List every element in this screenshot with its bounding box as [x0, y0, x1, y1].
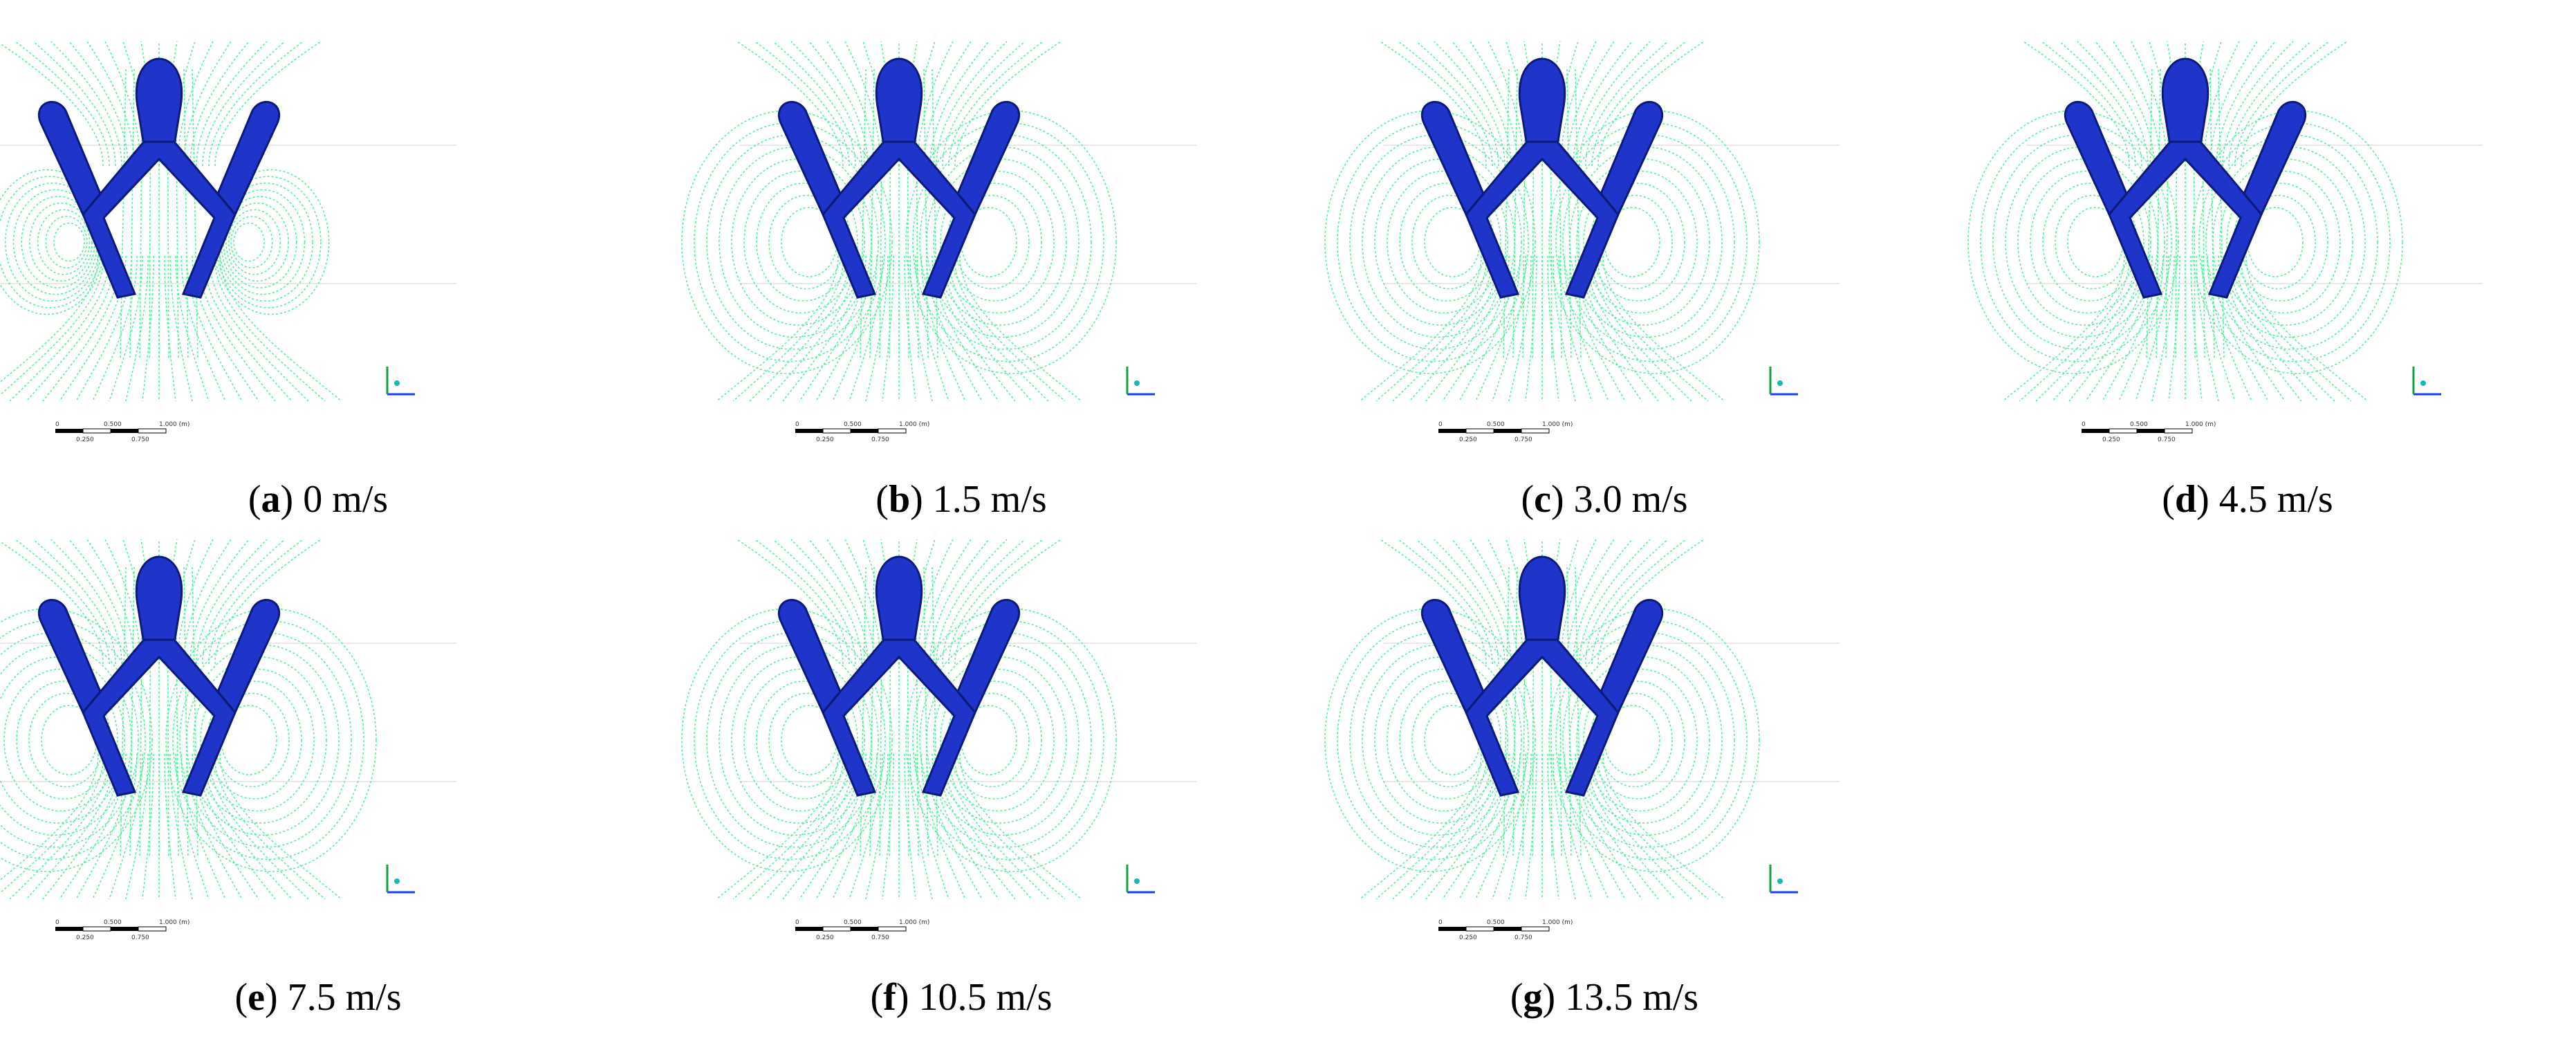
body-geometry	[1420, 57, 1664, 299]
scale-bar-label: 0.500	[1487, 421, 1505, 428]
scale-bar-label: 0.250	[1459, 436, 1477, 443]
scale-bar-label: 0.500	[104, 919, 122, 926]
panel-caption: (e) 7.5 m/s	[234, 976, 402, 1019]
scale-bar-label: 0.500	[104, 421, 122, 428]
wind-speed-label: 0 m/s	[303, 478, 389, 521]
axis-triad-icon	[1126, 367, 1155, 396]
scale-bar-icon: 0 0.500 1.000 (m) 0.250 0.750	[795, 421, 929, 443]
panel-letter: f	[883, 976, 896, 1019]
body-geometry	[37, 57, 281, 299]
axis-triad-icon	[386, 865, 415, 894]
axis-triad-icon	[2412, 367, 2441, 396]
body-geometry	[37, 555, 281, 797]
scale-bar-label: 1.000 (m)	[159, 919, 189, 926]
flow-simulation-image: 0 0.500 1.000 (m) 0.250 0.750	[1324, 41, 1840, 443]
wind-speed-label: 3.0 m/s	[1573, 478, 1688, 521]
scale-bar-label: 0.250	[76, 436, 94, 443]
panel-caption: (b) 1.5 m/s	[875, 478, 1047, 521]
scale-bar-icon: 0 0.500 1.000 (m) 0.250 0.750	[1438, 421, 1573, 443]
panel-letter: d	[2174, 478, 2197, 521]
body-geometry	[777, 555, 1021, 797]
axis-triad-icon	[1126, 865, 1155, 894]
flow-simulation-image: 0 0.500 1.000 (m) 0.250 0.750	[1324, 539, 1840, 941]
scale-bar-label: 0	[55, 919, 59, 926]
scale-bar-icon: 0 0.500 1.000 (m) 0.250 0.750	[1438, 919, 1573, 941]
wind-speed-label: 10.5 m/s	[918, 976, 1053, 1019]
panel-b: 0 0.500 1.000 (m) 0.250 0.750 (b) 1.5 m/s	[643, 28, 1279, 553]
scale-bar-label: 0.250	[2102, 436, 2120, 443]
scale-bar-label: 0.250	[76, 934, 94, 941]
panel-letter: c	[1534, 478, 1551, 521]
wind-speed-label: 4.5 m/s	[2218, 478, 2333, 521]
flow-simulation-image: 0 0.500 1.000 (m) 0.250 0.750	[1967, 41, 2483, 443]
panel-a: 0 0.500 1.000 (m) 0.250 0.750 (a) 0 m/s	[0, 28, 636, 553]
scale-bar-label: 0.500	[844, 919, 862, 926]
scale-bar-label: 0.500	[2130, 421, 2148, 428]
wind-speed-label: 1.5 m/s	[932, 478, 1047, 521]
scale-bar-label: 1.000 (m)	[1542, 421, 1573, 428]
panel-d: 0 0.500 1.000 (m) 0.250 0.750 (d) 4.5 m/s	[1929, 28, 2566, 553]
scale-bar-label: 0	[795, 421, 799, 428]
scale-bar-label: 0	[1438, 421, 1443, 428]
scale-bar-label: 0.750	[1514, 934, 1532, 941]
panel-g: 0 0.500 1.000 (m) 0.250 0.750 (g) 13.5 m/s	[1286, 526, 1922, 1051]
body-geometry	[777, 57, 1021, 299]
panel-caption: (c) 3.0 m/s	[1521, 478, 1688, 521]
body-geometry	[2064, 57, 2307, 299]
scale-bar-label: 0.750	[131, 436, 149, 443]
panel-letter: g	[1523, 976, 1543, 1019]
panel-e: 0 0.500 1.000 (m) 0.250 0.750 (e) 7.5 m/s	[0, 526, 636, 1051]
streamlines	[0, 539, 377, 900]
scale-bar-label: 0.250	[1459, 934, 1477, 941]
axis-triad-icon	[1769, 865, 1798, 894]
flow-simulation-image: 0 0.500 1.000 (m) 0.250 0.750	[681, 41, 1196, 443]
scale-bar-label: 0.750	[2158, 436, 2176, 443]
scale-bar-label: 0.750	[131, 934, 149, 941]
scale-bar-label: 0	[795, 919, 799, 926]
axis-triad-icon	[386, 367, 415, 396]
scale-bar-label: 0	[55, 421, 59, 428]
scale-bar-label: 0.500	[1487, 919, 1505, 926]
scale-bar-label: 0.500	[844, 421, 862, 428]
scale-bar-label: 0.250	[816, 436, 834, 443]
panel-c: 0 0.500 1.000 (m) 0.250 0.750 (c) 3.0 m/s	[1286, 28, 1922, 553]
scale-bar-label: 0.250	[816, 934, 834, 941]
flow-simulation-image: 0 0.500 1.000 (m) 0.250 0.750	[0, 539, 456, 941]
flow-simulation-image: 0 0.500 1.000 (m) 0.250 0.750	[0, 41, 456, 443]
scale-bar-label: 0	[1438, 919, 1443, 926]
panel-caption: (f) 10.5 m/s	[870, 976, 1053, 1019]
wind-speed-label: 13.5 m/s	[1565, 976, 1699, 1019]
scale-bar-label: 1.000 (m)	[159, 421, 189, 428]
scale-bar-label: 0	[2082, 421, 2086, 428]
scale-bar-label: 0.750	[1514, 436, 1532, 443]
body-geometry	[1420, 555, 1664, 797]
panel-caption: (g) 13.5 m/s	[1510, 976, 1699, 1019]
panel-letter: a	[261, 478, 281, 521]
scale-bar-icon: 0 0.500 1.000 (m) 0.250 0.750	[795, 919, 929, 941]
scale-bar-icon: 0 0.500 1.000 (m) 0.250 0.750	[2082, 421, 2216, 443]
flow-simulation-image: 0 0.500 1.000 (m) 0.250 0.750	[681, 539, 1196, 941]
panel-letter: b	[888, 478, 911, 521]
panel-caption: (a) 0 m/s	[248, 478, 389, 521]
scale-bar-label: 1.000 (m)	[899, 421, 929, 428]
axis-triad-icon	[1769, 367, 1798, 396]
streamlines	[1324, 41, 1760, 402]
wind-speed-label: 7.5 m/s	[287, 976, 402, 1019]
scale-bar-icon: 0 0.500 1.000 (m) 0.250 0.750	[55, 919, 189, 941]
scale-bar-label: 1.000 (m)	[1542, 919, 1573, 926]
scale-bar-icon: 0 0.500 1.000 (m) 0.250 0.750	[55, 421, 189, 443]
panel-f: 0 0.500 1.000 (m) 0.250 0.750 (f) 10.5 m/s	[643, 526, 1279, 1051]
scale-bar-label: 0.750	[871, 436, 889, 443]
scale-bar-label: 1.000 (m)	[2185, 421, 2216, 428]
scale-bar-label: 0.750	[871, 934, 889, 941]
scale-bar-label: 1.000 (m)	[899, 919, 929, 926]
panel-letter: e	[248, 976, 265, 1019]
panel-caption: (d) 4.5 m/s	[2162, 478, 2333, 521]
